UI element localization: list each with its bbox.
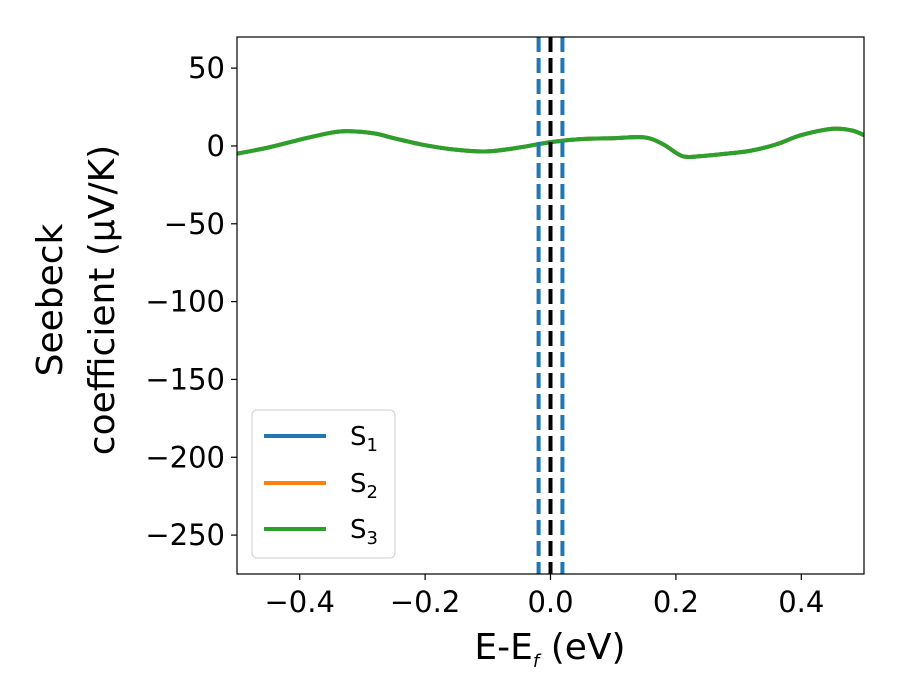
x-tick-label: 0.0 [527, 585, 573, 619]
legend-label-s1: S1 [350, 422, 378, 456]
y-tick-label: −150 [145, 362, 225, 396]
x-tick-label: 0.4 [778, 585, 824, 619]
x-tick-label: −0.4 [264, 585, 334, 619]
x-tick-label: 0.2 [653, 585, 699, 619]
y-tick-label: −200 [145, 440, 225, 474]
y-tick-label: −50 [164, 207, 225, 241]
legend-label-s2: S2 [350, 469, 378, 503]
x-axis-title: E-Ef (eV) [474, 627, 625, 672]
axes-layer: −0.4 −0.2 0.0 0.2 0.4 50 0 −50 −100 −150 −200 −250 [145, 36, 865, 619]
y-tick-label: 50 [188, 51, 225, 85]
y-tick-label: 0 [207, 129, 225, 163]
legend-label-s3: S3 [350, 515, 378, 549]
x-tick-label: −0.2 [390, 585, 460, 619]
y-tick-label: −100 [145, 285, 225, 319]
plot-layer [237, 37, 864, 574]
y-axis-title-line1: Seebeck [30, 223, 71, 376]
y-axis-title-line2: coefficient (μV/K) [82, 145, 123, 455]
y-axis-title: Seebeck coefficient (μV/K) [30, 145, 123, 455]
y-tick-label: −250 [145, 518, 225, 552]
legend: S1 S2 S3 [251, 409, 396, 559]
series-line-s3 [237, 126, 864, 160]
